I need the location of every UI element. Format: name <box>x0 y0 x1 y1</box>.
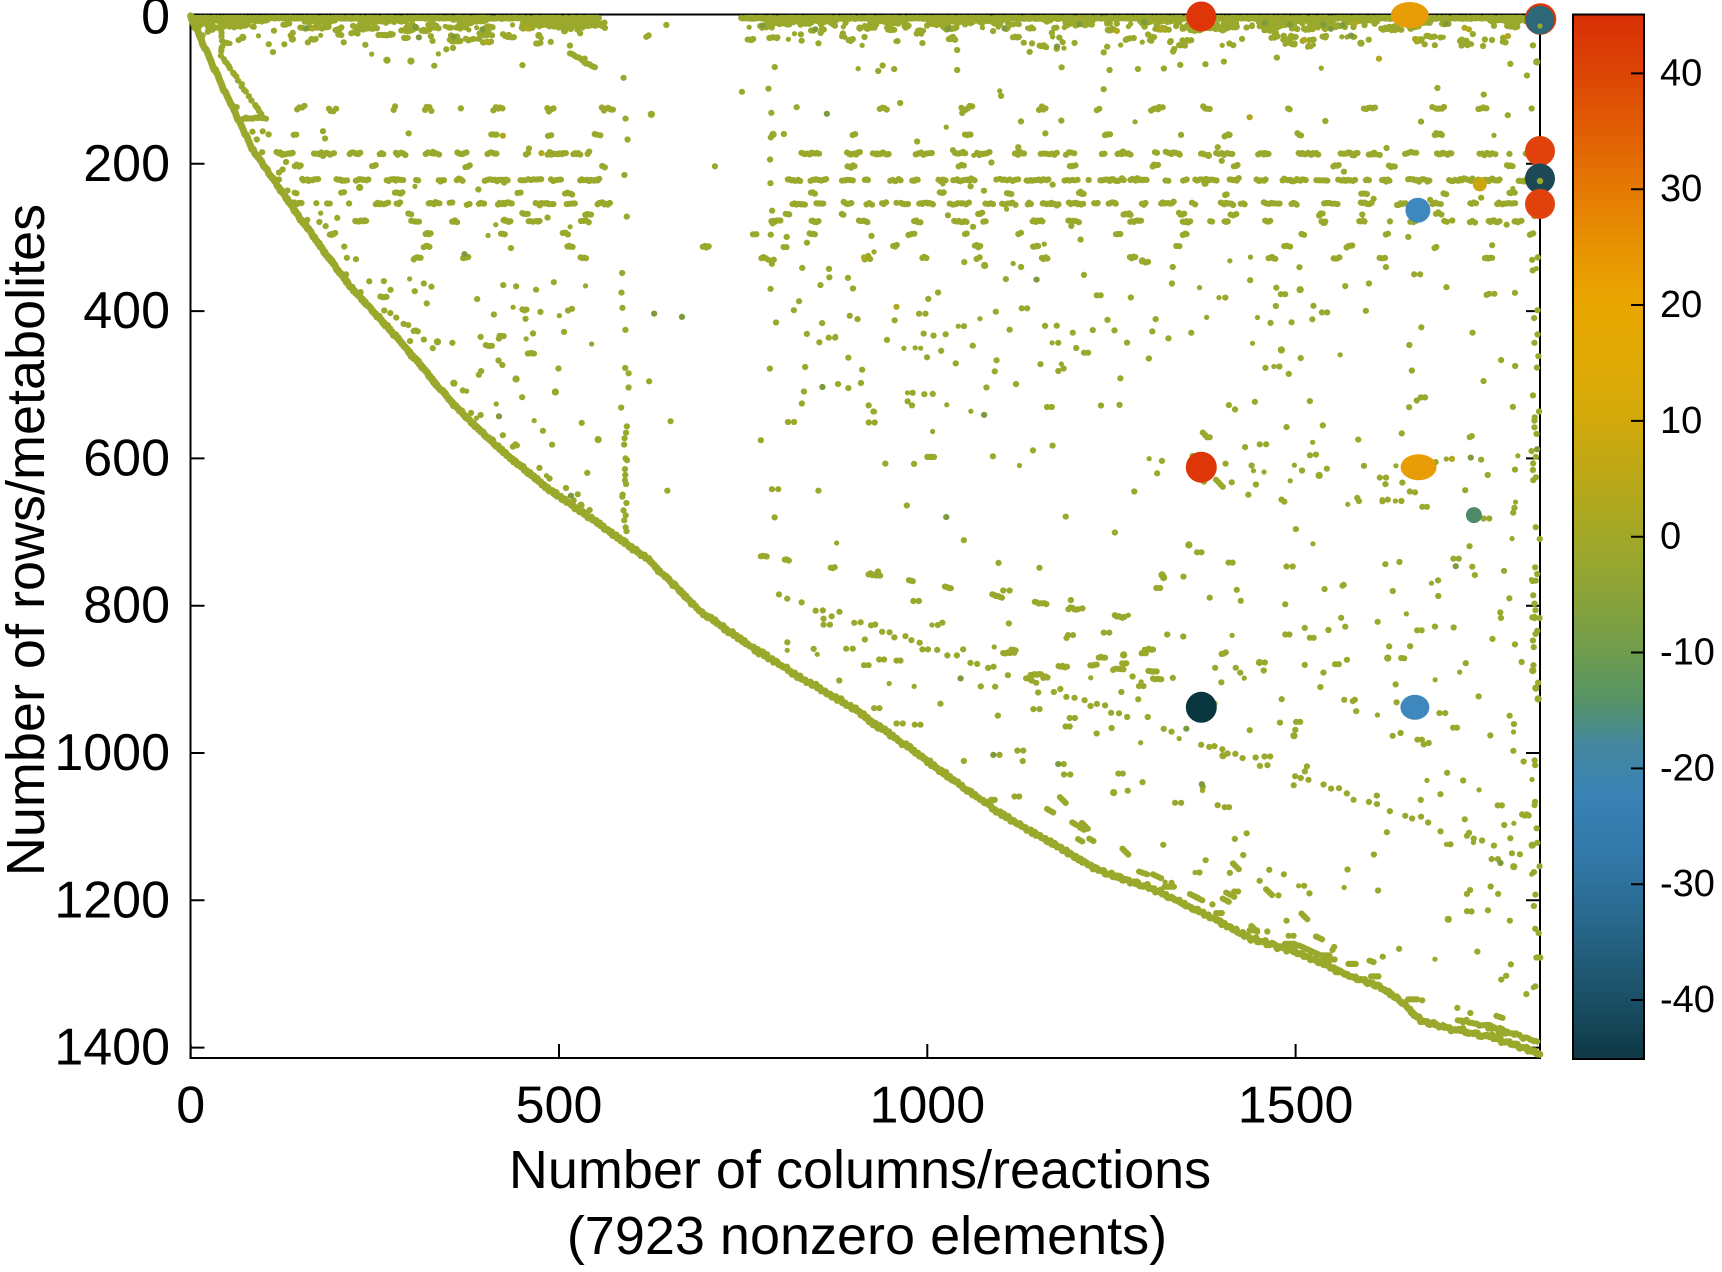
svg-text:1000: 1000 <box>869 1077 985 1135</box>
svg-text:200: 200 <box>83 135 170 193</box>
svg-text:1400: 1400 <box>54 1019 170 1077</box>
svg-text:1500: 1500 <box>1238 1077 1354 1135</box>
svg-text:-10: -10 <box>1660 632 1715 674</box>
svg-text:40: 40 <box>1660 52 1702 94</box>
svg-text:600: 600 <box>83 429 170 487</box>
svg-text:0: 0 <box>141 0 170 46</box>
svg-text:20: 20 <box>1660 284 1702 326</box>
svg-text:10: 10 <box>1660 400 1702 442</box>
svg-text:(7923 nonzero elements): (7923 nonzero elements) <box>567 1206 1167 1266</box>
svg-text:800: 800 <box>83 577 170 635</box>
svg-text:-30: -30 <box>1660 863 1715 905</box>
svg-text:500: 500 <box>516 1077 603 1135</box>
svg-text:0: 0 <box>1660 516 1681 558</box>
svg-text:30: 30 <box>1660 168 1702 210</box>
svg-text:0: 0 <box>176 1077 205 1135</box>
svg-text:-20: -20 <box>1660 747 1715 789</box>
svg-text:Number of rows/metabolites: Number of rows/metabolites <box>0 204 56 876</box>
svg-text:1200: 1200 <box>54 871 170 929</box>
svg-text:-40: -40 <box>1660 979 1715 1021</box>
svg-text:400: 400 <box>83 282 170 340</box>
svg-text:Number of columns/reactions: Number of columns/reactions <box>509 1140 1211 1200</box>
svg-text:1000: 1000 <box>54 724 170 782</box>
